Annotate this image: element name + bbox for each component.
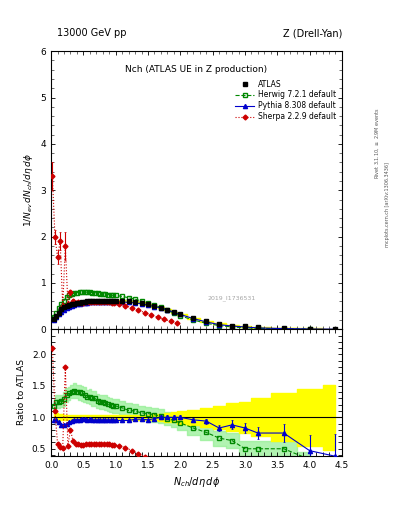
Legend: ATLAS, Herwig 7.2.1 default, Pythia 8.308 default, Sherpa 2.2.9 default: ATLAS, Herwig 7.2.1 default, Pythia 8.30… (233, 77, 338, 123)
X-axis label: $N_{ch}/d\eta\,d\phi$: $N_{ch}/d\eta\,d\phi$ (173, 475, 220, 489)
Y-axis label: Ratio to ATLAS: Ratio to ATLAS (17, 359, 26, 425)
Text: 2019_I1736531: 2019_I1736531 (207, 296, 255, 302)
Text: Z (Drell-Yan): Z (Drell-Yan) (283, 28, 342, 38)
Text: mcplots.cern.ch [arXiv:1306.3436]: mcplots.cern.ch [arXiv:1306.3436] (385, 162, 389, 247)
Y-axis label: $1/N_{ev}\,dN_{ch}/d\eta\,d\phi$: $1/N_{ev}\,dN_{ch}/d\eta\,d\phi$ (22, 153, 35, 227)
Text: Rivet 3.1.10, $\geq$ 2.9M events: Rivet 3.1.10, $\geq$ 2.9M events (373, 108, 381, 179)
Text: 13000 GeV pp: 13000 GeV pp (57, 28, 127, 38)
Text: Nch (ATLAS UE in Z production): Nch (ATLAS UE in Z production) (125, 65, 268, 74)
